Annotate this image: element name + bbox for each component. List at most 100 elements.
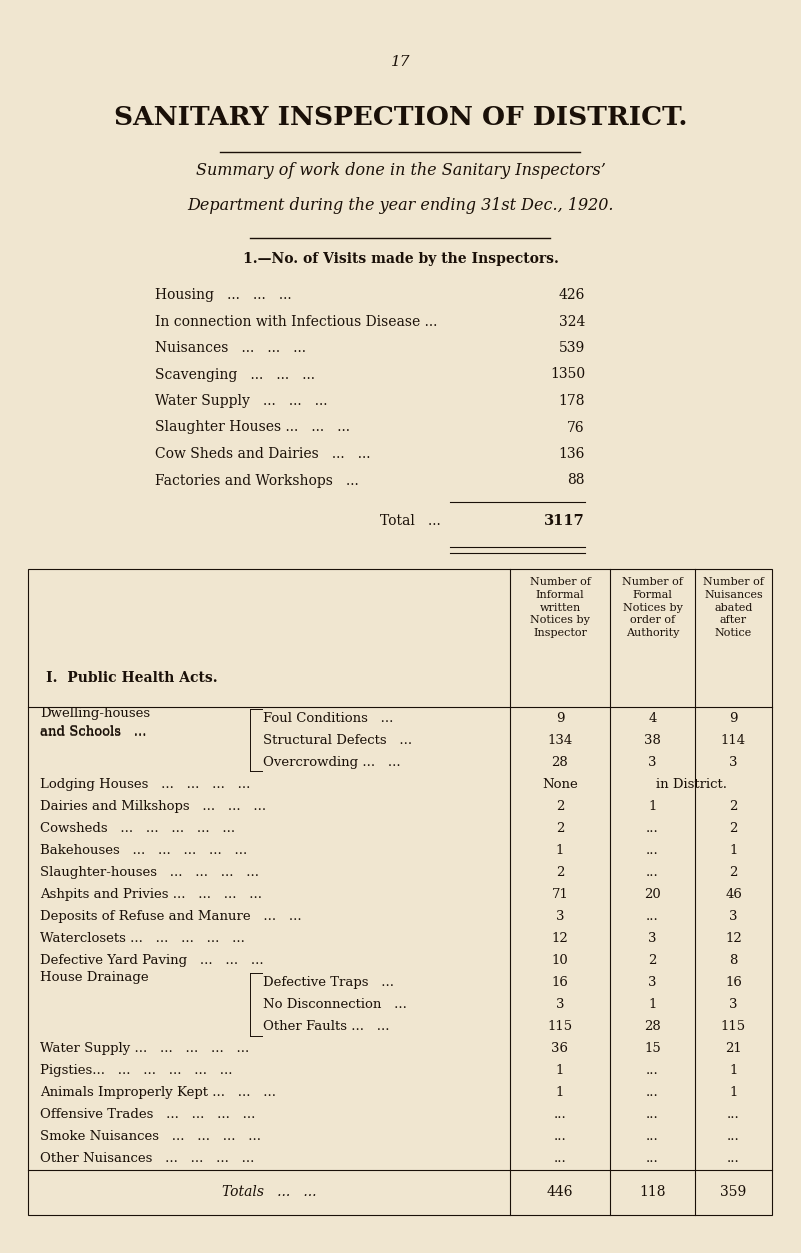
Text: 10: 10 [552,954,569,967]
Text: 71: 71 [552,888,569,901]
Text: ...: ... [727,1130,740,1144]
Text: 3: 3 [729,999,738,1011]
Text: ...: ... [553,1130,566,1144]
Text: Department during the year ending 31st Dec., 1920.: Department during the year ending 31st D… [187,197,614,214]
Text: ...: ... [553,1153,566,1165]
Text: Nuisances   ...   ...   ...: Nuisances ... ... ... [155,341,306,355]
Text: 1: 1 [556,843,564,857]
Text: 2: 2 [730,866,738,878]
Text: 76: 76 [567,421,585,435]
Text: 359: 359 [720,1185,747,1199]
Text: 1: 1 [730,843,738,857]
Text: 8: 8 [730,954,738,967]
Text: 16: 16 [552,976,569,989]
Text: 36: 36 [552,1042,569,1055]
Text: 88: 88 [567,474,585,487]
Text: 21: 21 [725,1042,742,1055]
Text: 446: 446 [547,1185,574,1199]
Text: 20: 20 [644,888,661,901]
Text: Lodging Houses   ...   ...   ...   ...: Lodging Houses ... ... ... ... [40,778,251,791]
Text: 1.—No. of Visits made by the Inspectors.: 1.—No. of Visits made by the Inspectors. [243,252,558,266]
Text: ...: ... [646,866,659,878]
Text: Number of
Nuisances
abated
after
Notice: Number of Nuisances abated after Notice [703,576,764,638]
Text: Waterclosets ...   ...   ...   ...   ...: Waterclosets ... ... ... ... ... [40,932,245,945]
Text: Other Nuisances   ...   ...   ...   ...: Other Nuisances ... ... ... ... [40,1153,255,1165]
Text: 1: 1 [730,1086,738,1099]
Text: ...: ... [553,1109,566,1121]
Text: I.  Public Health Acts.: I. Public Health Acts. [46,672,218,685]
Text: Water Supply   ...   ...   ...: Water Supply ... ... ... [155,393,328,408]
Text: Deposits of Refuse and Manure   ...   ...: Deposits of Refuse and Manure ... ... [40,910,302,923]
Text: 136: 136 [558,447,585,461]
Text: Water Supply ...   ...   ...   ...   ...: Water Supply ... ... ... ... ... [40,1042,249,1055]
Text: Slaughter Houses ...   ...   ...: Slaughter Houses ... ... ... [155,421,350,435]
Text: Number of
Formal
Notices by
order of
Authority: Number of Formal Notices by order of Aut… [622,576,683,638]
Text: Number of
Informal
written
Notices by
Inspector: Number of Informal written Notices by In… [529,576,590,638]
Text: 3: 3 [648,756,657,768]
Text: 9: 9 [556,712,564,724]
Text: Animals Improperly Kept ...   ...   ...: Animals Improperly Kept ... ... ... [40,1086,276,1099]
Text: Total   ...: Total ... [380,514,441,528]
Text: Factories and Workshops   ...: Factories and Workshops ... [155,474,359,487]
Text: ...: ... [646,822,659,834]
Text: 3: 3 [556,999,564,1011]
Text: 3: 3 [729,910,738,923]
Text: Housing   ...   ...   ...: Housing ... ... ... [155,288,292,302]
Text: 16: 16 [725,976,742,989]
Text: Defective Yard Paving   ...   ...   ...: Defective Yard Paving ... ... ... [40,954,264,967]
Text: 3: 3 [648,976,657,989]
Text: 2: 2 [730,799,738,813]
Text: and Schools   ...: and Schools ... [40,725,147,738]
Text: 15: 15 [644,1042,661,1055]
Text: None: None [542,778,578,791]
Text: 118: 118 [639,1185,666,1199]
Text: 324: 324 [558,315,585,328]
Text: Overcrowding ...   ...: Overcrowding ... ... [263,756,400,768]
Text: 115: 115 [547,1020,573,1034]
Text: 28: 28 [644,1020,661,1034]
Text: ...: ... [646,1086,659,1099]
Text: ...: ... [646,910,659,923]
Text: 426: 426 [558,288,585,302]
Text: 1: 1 [648,999,657,1011]
Text: Dwelling-houses: Dwelling-houses [40,707,150,719]
Text: 134: 134 [547,733,573,747]
Text: 9: 9 [729,712,738,724]
Text: 2: 2 [556,866,564,878]
Text: 3: 3 [556,910,564,923]
Text: Defective Traps   ...: Defective Traps ... [263,976,394,989]
Text: 28: 28 [552,756,569,768]
Text: 46: 46 [725,888,742,901]
Text: 2: 2 [556,822,564,834]
Bar [28,569,772,1215]
Text: in District.: in District. [655,778,727,791]
Text: 1350: 1350 [549,367,585,381]
Text: 115: 115 [721,1020,746,1034]
Text: ...: ... [646,1064,659,1078]
Text: 1: 1 [556,1064,564,1078]
Text: Pigsties...   ...   ...   ...   ...   ...: Pigsties... ... ... ... ... ... [40,1064,232,1078]
Text: 4: 4 [648,712,657,724]
Text: and Schools   ...: and Schools ... [40,724,147,738]
Text: Ashpits and Privies ...   ...   ...   ...: Ashpits and Privies ... ... ... ... [40,888,262,901]
Text: Totals   ...   ...: Totals ... ... [222,1185,316,1199]
Text: Other Faults ...   ...: Other Faults ... ... [263,1020,389,1034]
Text: 2: 2 [730,822,738,834]
Text: 3: 3 [729,756,738,768]
Text: ...: ... [646,1153,659,1165]
Text: 114: 114 [721,733,746,747]
Text: 3117: 3117 [544,514,585,528]
Text: 2: 2 [556,799,564,813]
Text: No Disconnection   ...: No Disconnection ... [263,999,407,1011]
Text: ...: ... [727,1109,740,1121]
Text: Dairies and Milkshops   ...   ...   ...: Dairies and Milkshops ... ... ... [40,799,266,813]
Text: 2: 2 [648,954,657,967]
Text: Cow Sheds and Dairies   ...   ...: Cow Sheds and Dairies ... ... [155,447,371,461]
Text: Cowsheds   ...   ...   ...   ...   ...: Cowsheds ... ... ... ... ... [40,822,235,834]
Text: 539: 539 [559,341,585,355]
Text: In connection with Infectious Disease ...: In connection with Infectious Disease ..… [155,315,437,328]
Text: 17: 17 [391,55,410,69]
Text: Summary of work done in the Sanitary Inspectors’: Summary of work done in the Sanitary Ins… [195,162,606,179]
Text: Smoke Nuisances   ...   ...   ...   ...: Smoke Nuisances ... ... ... ... [40,1130,261,1144]
Text: 1: 1 [556,1086,564,1099]
